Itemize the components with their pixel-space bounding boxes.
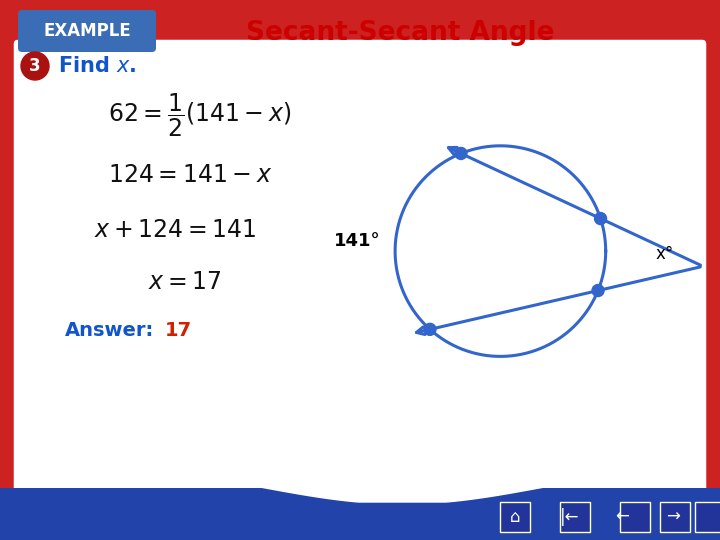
Text: $124 = 141 - x$: $124 = 141 - x$ bbox=[108, 163, 272, 187]
Text: $62 = \dfrac{1}{2}(141 - x)$: $62 = \dfrac{1}{2}(141 - x)$ bbox=[108, 91, 292, 139]
Bar bbox=[500, 502, 530, 532]
Bar bbox=[0, 488, 720, 540]
Polygon shape bbox=[18, 468, 702, 502]
Text: ⌂: ⌂ bbox=[510, 508, 521, 526]
Text: Find $\mathit{x}$.: Find $\mathit{x}$. bbox=[58, 56, 137, 76]
Text: $x + 124 = 141$: $x + 124 = 141$ bbox=[94, 218, 256, 242]
FancyBboxPatch shape bbox=[18, 10, 156, 52]
Bar bbox=[695, 502, 720, 532]
Text: Answer:: Answer: bbox=[65, 321, 154, 340]
Bar bbox=[620, 502, 650, 532]
Text: 3: 3 bbox=[30, 57, 41, 75]
Circle shape bbox=[455, 147, 467, 159]
FancyBboxPatch shape bbox=[12, 38, 708, 508]
Circle shape bbox=[595, 213, 606, 225]
Text: |←: |← bbox=[560, 508, 580, 526]
Text: $x = 17$: $x = 17$ bbox=[148, 270, 222, 294]
Circle shape bbox=[592, 285, 604, 296]
Text: 141°: 141° bbox=[334, 232, 380, 250]
Circle shape bbox=[21, 52, 49, 80]
Text: x°: x° bbox=[656, 245, 674, 264]
Text: ←: ← bbox=[615, 508, 629, 526]
Text: EXAMPLE: EXAMPLE bbox=[43, 22, 131, 40]
Text: Secant-Secant Angle: Secant-Secant Angle bbox=[246, 20, 554, 46]
Text: →: → bbox=[666, 508, 680, 526]
Bar bbox=[560, 502, 590, 532]
Text: 17: 17 bbox=[165, 321, 192, 340]
Circle shape bbox=[424, 323, 436, 335]
Bar bbox=[660, 502, 690, 532]
